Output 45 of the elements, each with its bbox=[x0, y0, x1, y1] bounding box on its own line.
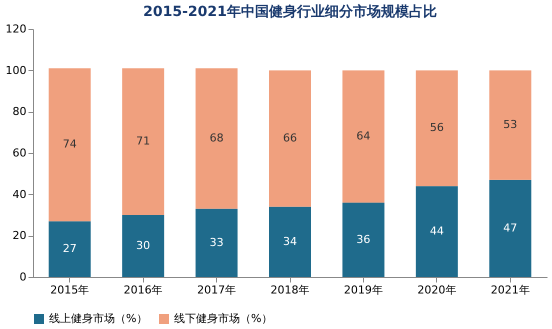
bar bbox=[48, 221, 91, 277]
bar bbox=[342, 202, 384, 277]
data-label: 33 bbox=[210, 236, 224, 249]
data-label: 44 bbox=[430, 224, 444, 238]
bar bbox=[269, 206, 311, 277]
data-label: 53 bbox=[503, 118, 518, 132]
y-tick-label: 40 bbox=[12, 188, 26, 201]
x-tick-label: 2020年 bbox=[417, 284, 456, 296]
bar bbox=[196, 68, 238, 209]
data-label: 74 bbox=[62, 138, 77, 151]
x-tick-label: 2021年 bbox=[490, 284, 530, 296]
bar bbox=[122, 68, 164, 215]
data-label: 34 bbox=[283, 234, 297, 248]
bar bbox=[416, 70, 458, 186]
chart-title: 2015-2021年中国健身行业细分市场规模占比 bbox=[143, 3, 437, 20]
bar bbox=[269, 70, 311, 207]
bar bbox=[416, 186, 458, 277]
legend-label: 线上健身市场（%） bbox=[49, 312, 148, 325]
data-label: 66 bbox=[283, 132, 297, 145]
data-label: 47 bbox=[503, 221, 518, 234]
data-label: 71 bbox=[136, 134, 150, 148]
y-tick-label: 60 bbox=[12, 146, 26, 160]
data-label: 68 bbox=[210, 132, 224, 145]
x-tick-label: 2019年 bbox=[344, 284, 383, 296]
bar bbox=[122, 215, 164, 277]
data-label: 27 bbox=[62, 242, 77, 256]
x-tick-label: 2017年 bbox=[197, 284, 236, 296]
bar bbox=[489, 180, 532, 277]
x-tick-label: 2018年 bbox=[270, 284, 310, 296]
y-tick-label: 120 bbox=[6, 22, 26, 36]
data-label: 64 bbox=[356, 129, 370, 142]
bar bbox=[48, 68, 91, 222]
data-label: 56 bbox=[430, 121, 444, 134]
y-tick-label: 20 bbox=[12, 229, 26, 242]
bar bbox=[196, 208, 238, 277]
y-tick-label: 100 bbox=[6, 64, 26, 77]
y-tick-label: 0 bbox=[20, 270, 26, 284]
bar bbox=[489, 70, 532, 180]
bar bbox=[342, 70, 384, 203]
legend-label: 线下健身市场（%） bbox=[174, 312, 272, 325]
y-tick-label: 80 bbox=[12, 105, 26, 118]
x-tick-label: 2015年 bbox=[50, 284, 90, 296]
data-label: 36 bbox=[356, 232, 370, 246]
data-label: 30 bbox=[136, 239, 150, 252]
x-tick-label: 2016年 bbox=[124, 284, 163, 296]
